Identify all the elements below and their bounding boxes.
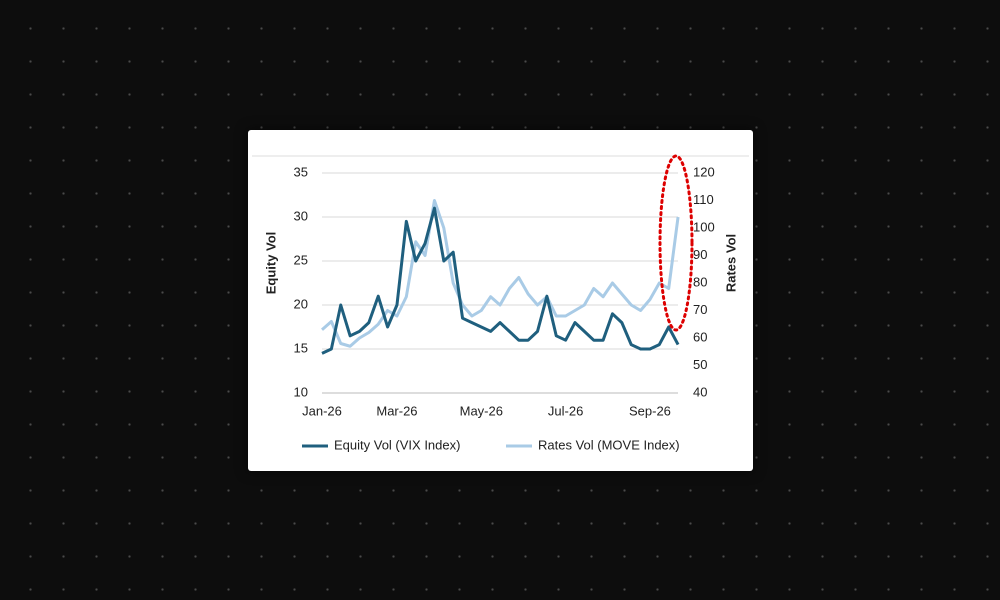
y-tick-label: 10: [294, 384, 308, 399]
y2-tick-label: 100: [693, 219, 715, 234]
y2-tick-label: 110: [693, 192, 714, 207]
y2-tick-label: 70: [693, 302, 707, 317]
y2-tick-label: 90: [693, 247, 707, 262]
y-axis-title: Equity Vol: [263, 232, 278, 295]
x-tick-label: Sep-26: [629, 403, 671, 418]
x-tick-label: Jan-26: [302, 403, 342, 418]
chart: Equity Vol Rates Vol 10 15 20 25 30 35 40 50 60 7…: [252, 154, 749, 452]
legend-label: Rates Vol (MOVE Index): [538, 437, 680, 452]
y2-axis-title: Rates Vol: [723, 234, 738, 292]
y2-tick-label: 40: [693, 384, 707, 399]
y2-tick-label: 120: [693, 164, 715, 179]
series-line: [321, 206, 680, 355]
chart-card: Equity Vol Rates Vol 10 15 20 25 30 35 40 50 60 7…: [248, 130, 753, 471]
highlight-ellipse: [658, 154, 694, 332]
y-tick-label: 15: [294, 340, 308, 355]
x-tick-label: Mar-26: [376, 403, 417, 418]
y2-tick-label: 60: [693, 329, 707, 344]
x-tick-label: May-26: [460, 403, 503, 418]
y2-tick-label: 50: [693, 357, 707, 372]
y-tick-label: 30: [294, 208, 308, 223]
series-line: [321, 199, 680, 348]
y-tick-label: 25: [294, 252, 308, 267]
x-tick-label: Jul-26: [548, 403, 583, 418]
legend-label: Equity Vol (VIX Index): [334, 437, 460, 452]
y-tick-label: 35: [294, 164, 308, 179]
y-tick-label: 20: [294, 296, 308, 311]
y2-tick-label: 80: [693, 274, 707, 289]
